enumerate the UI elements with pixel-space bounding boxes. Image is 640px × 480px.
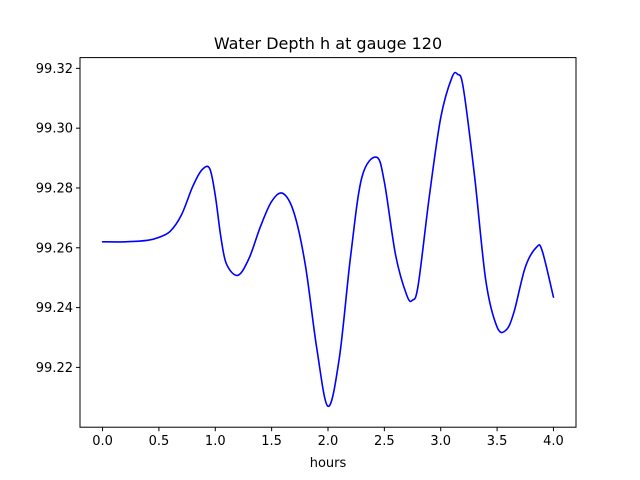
y-axis-ticks: 99.22 99.24 99.26 99.28 99.30 99.32 — [36, 62, 80, 376]
chart-title: Water Depth h at gauge 120 — [214, 34, 442, 53]
x-tick-label: 1.0 — [205, 434, 226, 449]
x-tick-label: 2.0 — [318, 434, 339, 449]
series-layer — [101, 71, 555, 408]
y-tick-label: 99.28 — [36, 181, 73, 196]
x-tick-label: 0.5 — [149, 434, 170, 449]
x-tick-label: 2.5 — [374, 434, 395, 449]
x-tick-label: 3.0 — [430, 434, 451, 449]
plot-frame — [79, 57, 577, 428]
x-tick-label: 3.5 — [487, 434, 508, 449]
y-tick-label: 99.22 — [36, 361, 73, 376]
y-tick-label: 99.26 — [36, 241, 73, 256]
y-tick-label: 99.24 — [36, 301, 73, 316]
y-tick-label: 99.30 — [36, 122, 73, 137]
x-tick-label: 4.0 — [543, 434, 564, 449]
x-axis-label: hours — [310, 456, 347, 471]
x-tick-label: 1.5 — [261, 434, 282, 449]
series-line-0 — [101, 71, 555, 408]
y-tick-label: 99.32 — [36, 62, 73, 77]
x-tick-label: 0.0 — [92, 434, 113, 449]
x-axis-ticks: 0.0 0.5 1.0 1.5 2.0 2.5 3.0 3.5 4.0 — [92, 427, 564, 449]
